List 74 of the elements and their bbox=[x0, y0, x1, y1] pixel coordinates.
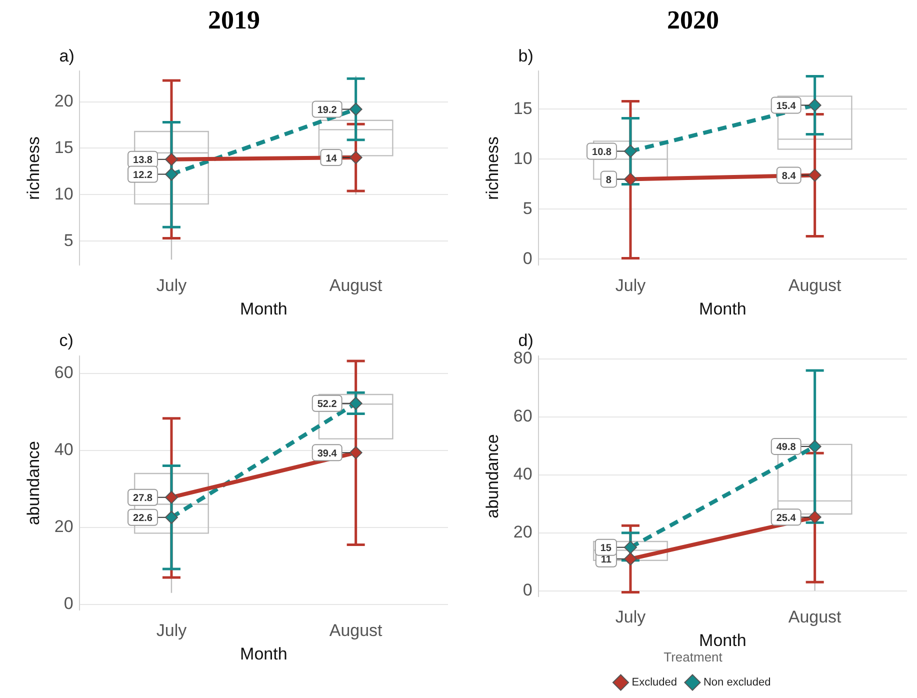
data-label: 15.4 bbox=[776, 100, 796, 112]
point bbox=[349, 151, 362, 164]
y-tick-label: 0 bbox=[64, 594, 74, 614]
data-label: 27.8 bbox=[133, 493, 153, 504]
y-axis-title: abundance bbox=[482, 434, 502, 518]
x-axis-title: Month bbox=[699, 630, 746, 650]
y-axis-title: abundance bbox=[24, 441, 43, 526]
x-tick-label: August bbox=[329, 276, 383, 296]
text: b) bbox=[518, 46, 534, 66]
x-tick-label: July bbox=[615, 276, 646, 296]
x-tick-label: August bbox=[788, 276, 842, 296]
data-label: 12.2 bbox=[133, 170, 153, 181]
y-tick-label: 15 bbox=[513, 98, 532, 118]
data-label: 8.4 bbox=[782, 170, 796, 182]
data-label: 10.8 bbox=[592, 146, 612, 158]
y-tick-label: 60 bbox=[54, 363, 74, 382]
x-tick-label: July bbox=[156, 276, 188, 296]
data-label: 19.2 bbox=[317, 105, 338, 116]
y-axis-title: richness bbox=[24, 136, 43, 200]
point bbox=[349, 446, 362, 460]
point bbox=[164, 490, 178, 504]
point bbox=[624, 540, 637, 554]
y-tick-label: 20 bbox=[513, 522, 532, 542]
x-tick-label: August bbox=[329, 621, 383, 640]
point bbox=[349, 396, 362, 410]
y-tick-label: 5 bbox=[522, 198, 532, 218]
y-tick-label: 15 bbox=[54, 138, 74, 157]
chart-title: 2020 bbox=[667, 5, 719, 34]
data-label: 49.8 bbox=[776, 442, 796, 454]
point bbox=[164, 510, 178, 524]
y-axis-title: richness bbox=[482, 136, 502, 200]
legend-label: Excluded bbox=[632, 676, 678, 689]
data-label: 25.4 bbox=[776, 512, 796, 524]
text: c) bbox=[59, 331, 74, 350]
point bbox=[808, 510, 822, 524]
legend-label: Non excluded bbox=[703, 676, 771, 689]
point bbox=[624, 172, 637, 186]
text: d) bbox=[518, 331, 534, 350]
y-tick-label: 5 bbox=[64, 230, 74, 250]
y-tick-label: 60 bbox=[513, 406, 532, 426]
data-label: 39.4 bbox=[317, 448, 338, 460]
y-tick-label: 80 bbox=[513, 348, 532, 368]
y-tick-label: 40 bbox=[513, 464, 532, 484]
point bbox=[349, 102, 362, 116]
point bbox=[624, 552, 637, 566]
y-tick-label: 0 bbox=[522, 580, 532, 600]
chart-title: 2019 bbox=[208, 5, 260, 34]
data-label: 13.8 bbox=[133, 155, 153, 166]
point bbox=[808, 168, 822, 182]
data-label: 14 bbox=[326, 153, 338, 164]
x-axis-title: Month bbox=[240, 299, 288, 318]
x-tick-label: July bbox=[615, 607, 646, 626]
text: a) bbox=[59, 46, 74, 66]
data-label: 11 bbox=[600, 554, 612, 566]
point bbox=[624, 144, 637, 158]
y-tick-label: 20 bbox=[54, 92, 74, 111]
point bbox=[808, 98, 822, 112]
y-tick-label: 10 bbox=[54, 184, 74, 204]
x-axis-title: Month bbox=[699, 299, 746, 318]
y-tick-label: 10 bbox=[513, 148, 532, 168]
data-label: 8 bbox=[606, 174, 612, 186]
point bbox=[164, 168, 178, 181]
data-label: 15 bbox=[600, 543, 612, 554]
y-tick-label: 0 bbox=[522, 248, 532, 268]
point bbox=[808, 440, 822, 453]
x-tick-label: July bbox=[156, 621, 188, 640]
legend-title: Treatment bbox=[664, 649, 723, 664]
x-axis-title: Month bbox=[240, 644, 288, 664]
x-tick-label: August bbox=[788, 607, 842, 626]
data-label: 52.2 bbox=[317, 399, 338, 410]
y-tick-label: 20 bbox=[54, 517, 74, 536]
y-tick-label: 40 bbox=[54, 440, 74, 460]
point bbox=[164, 152, 178, 166]
data-label: 22.6 bbox=[133, 513, 153, 524]
